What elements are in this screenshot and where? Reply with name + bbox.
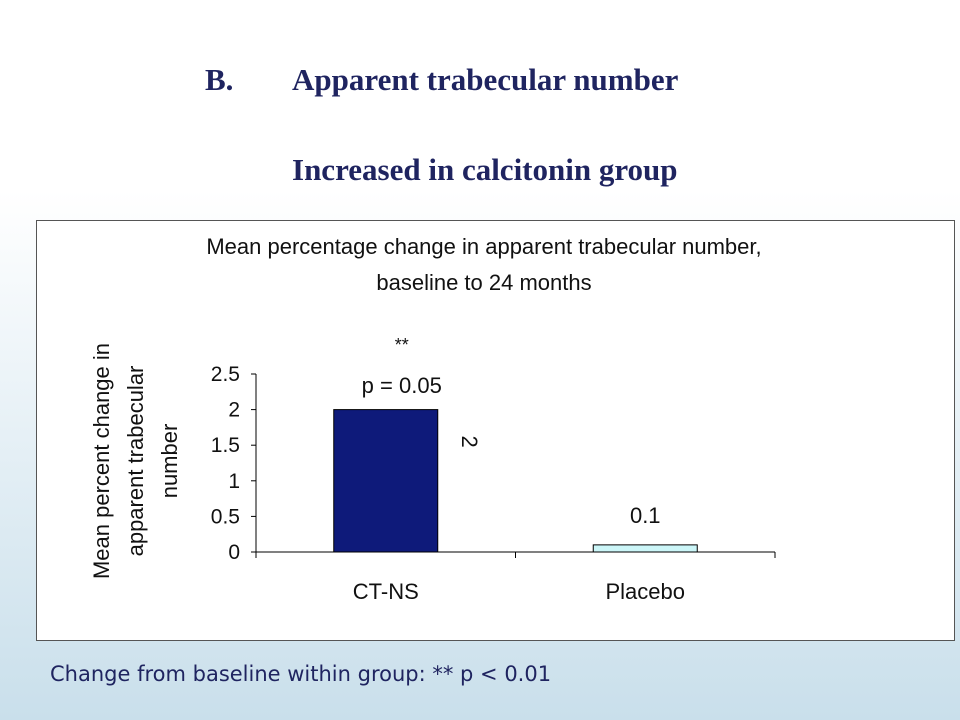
section-letter: B. [205, 62, 234, 97]
significance-stars: ** [395, 335, 409, 355]
x-tick-label: Placebo [605, 579, 685, 604]
plot-area: 0 0.5 1 1.5 2 2.5 CT-NS 2 Placebo 0.1 ** p = 0.05 [211, 335, 776, 604]
slide-subheading: Increased in calcitonin group [292, 152, 678, 187]
chart-title: Mean percentage change in apparent trabe… [206, 234, 761, 259]
y-tick-label: 0.5 [211, 505, 240, 528]
y-tick-label: 1.5 [211, 434, 240, 457]
bar-chart: Mean percentage change in apparent trabe… [89, 234, 776, 604]
y-tick-label: 2 [228, 399, 240, 422]
footnote: Change from baseline within group: ** p … [50, 662, 552, 686]
p-value-annotation: p = 0.05 [362, 373, 442, 398]
bar-ct-ns [333, 409, 439, 553]
y-axis-label-line: Mean percent change in [89, 343, 114, 579]
data-label: 0.1 [630, 503, 661, 528]
data-label: 2 [457, 435, 482, 447]
x-tick-label: CT-NS [353, 579, 419, 604]
chart-subtitle: baseline to 24 months [376, 270, 591, 295]
y-axis-label-line: apparent trabecular [123, 366, 148, 557]
y-tick-label: 0 [228, 541, 240, 564]
y-axis-label: Mean percent change in apparent trabecula… [89, 343, 182, 579]
y-axis-label-line: number [157, 424, 182, 499]
bar-placebo [592, 544, 698, 553]
chart-frame: Mean percentage change in apparent trabe… [36, 220, 955, 641]
y-tick-label: 1 [228, 470, 240, 493]
y-tick-label: 2.5 [211, 363, 240, 386]
slide-heading: Apparent trabecular number [292, 62, 679, 97]
